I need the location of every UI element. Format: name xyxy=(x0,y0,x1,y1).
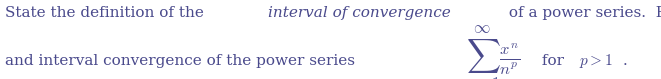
Text: for: for xyxy=(537,54,569,68)
Text: interval of convergence: interval of convergence xyxy=(268,6,451,20)
Text: .: . xyxy=(623,54,627,68)
Text: $\sum_{n=1}^{\infty} \frac{x^n}{n^p}$: $\sum_{n=1}^{\infty} \frac{x^n}{n^p}$ xyxy=(463,25,521,79)
Text: State the definition of the: State the definition of the xyxy=(5,6,209,20)
Text: and interval convergence of the power series: and interval convergence of the power se… xyxy=(5,54,360,68)
Text: of a power series.  Find the radius of convergence: of a power series. Find the radius of co… xyxy=(504,6,661,20)
Text: $p > 1$: $p > 1$ xyxy=(578,52,613,70)
